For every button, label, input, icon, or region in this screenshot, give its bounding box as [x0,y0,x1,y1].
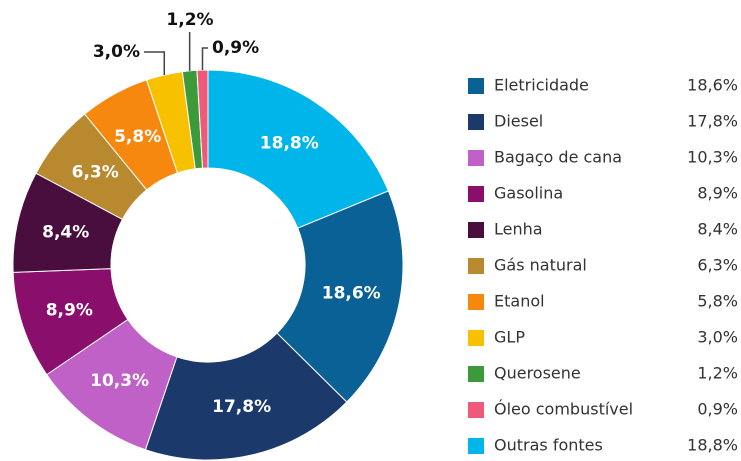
legend-swatch [468,186,484,202]
legend-swatch [468,330,484,346]
slice-label: 17,8% [212,397,271,417]
legend-value: 8,4% [697,220,738,239]
legend-label: GLP [494,328,525,347]
legend-value: 5,8% [697,292,738,311]
legend-label: Lenha [494,220,543,239]
legend-swatch [468,366,484,382]
legend-swatch [468,258,484,274]
slice [196,69,209,169]
legend-label: Etanol [494,292,545,311]
legend-label: Gás natural [494,256,587,275]
legend-label: Bagaço de cana [494,148,622,167]
slice-label: 8,4% [42,222,89,242]
legend-value: 18,8% [687,436,738,455]
legend-value: 1,2% [697,364,738,383]
leader-line [201,47,208,71]
slice-label: 6,3% [72,162,119,182]
legend-swatch [468,78,484,94]
legend-swatch [468,150,484,166]
legend-value: 18,6% [687,76,738,95]
legend-value: 3,0% [697,328,738,347]
slice-label: 10,3% [90,371,149,391]
legend-swatch [468,222,484,238]
legend-label: Eletricidade [494,76,589,95]
legend-label: Gasolina [494,184,563,203]
legend-value: 0,9% [697,400,738,419]
legend-swatch [468,402,484,418]
slice-label: 5,8% [114,127,161,147]
legend-swatch [468,294,484,310]
legend-swatch [468,438,484,454]
slice-label: 18,8% [260,134,319,154]
legend-label: Diesel [494,112,543,131]
slice [276,190,404,403]
legend-label: Óleo combustível [494,400,633,419]
legend-swatch [468,114,484,130]
slice-label: 8,9% [46,301,93,321]
legend-label: Outras fontes [494,436,603,455]
slice-label: 0,9% [212,38,259,58]
legend-label: Querosene [494,364,581,383]
leader-line [144,51,166,75]
legend-value: 8,9% [697,184,738,203]
slice [144,332,348,461]
legend-value: 6,3% [697,256,738,275]
legend-value: 10,3% [687,148,738,167]
slice [207,69,390,229]
slice-label: 18,6% [322,283,381,303]
legend-value: 17,8% [687,112,738,131]
slice-label: 1,2% [166,10,213,30]
slice-label: 3,0% [93,42,140,62]
